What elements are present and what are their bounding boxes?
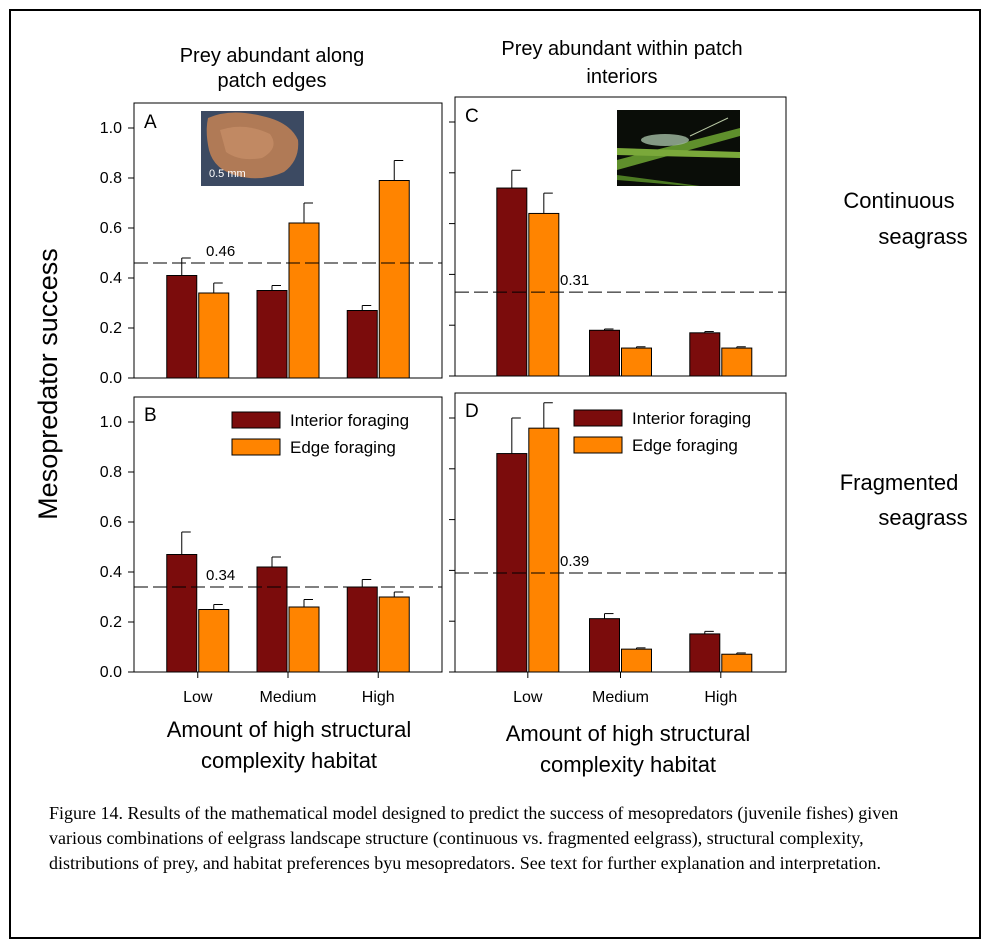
bar-edge [528,427,560,673]
bar-edge [378,180,410,379]
legend-label: Edge foraging [632,436,738,455]
legend-label: Interior foraging [290,411,409,430]
bar-edge [198,609,230,673]
panel-frame [133,102,443,379]
bar-interior [346,586,378,673]
bar-interior [496,453,528,673]
panel-c: C 0.31 [449,96,787,377]
panel-frame [454,96,787,377]
bar-interior [346,310,378,379]
panel-b: B 0.0 0.2 0.4 0.6 0.8 1.0 Low Medium High 0.34 Inte… [100,396,443,706]
x-tick-label: High [362,689,395,706]
y-tick-label: 0.2 [100,320,122,337]
photo-scale-label: 0.5 mm [209,168,246,180]
x-tick-label: Medium [592,689,649,706]
x-tick-label: Medium [260,689,317,706]
reference-line-label: 0.46 [206,243,235,260]
bar-interior [256,566,288,673]
bar-edge [721,347,753,377]
x-axis-label-right-line2: complexity habitat [540,752,716,777]
bar-edge [288,606,320,673]
y-axis-label: Mesopredator success [33,248,63,520]
legend-label: Interior foraging [632,409,751,428]
bar-interior [589,618,620,673]
bar-interior [589,329,620,377]
bar-edge [288,222,320,379]
y-tick-label: 0.2 [100,614,122,631]
y-tick-label: 0.0 [100,664,122,681]
y-tick-label: 0.8 [100,170,122,187]
y-tick-label: 0.8 [100,464,122,481]
legend-label: Edge foraging [290,438,396,457]
bar-interior [496,187,528,377]
column-title-right-line2: interiors [586,66,657,88]
panel-a: A 0.0 0.2 0.4 0.6 0.8 1.0 0.46 [100,102,443,387]
bar-interior [256,290,288,379]
column-title-left-line2: patch edges [218,70,327,92]
panel-letter: A [144,112,157,133]
row-label-bottom-line2: seagrass [878,505,967,530]
x-tick-label: Low [513,689,543,706]
y-tick-label: 0.6 [100,514,122,531]
bar-edge [621,347,652,377]
panel-d: D Low Medium High 0.39 Interior foraging Edge … [449,392,787,706]
bar-edge [528,212,560,377]
legend-swatch [573,436,623,454]
x-axis-label-right-line1: Amount of high structural [506,721,751,746]
bar-interior [689,332,721,377]
legend-swatch [231,438,281,456]
y-tick-label: 0.4 [100,270,122,287]
row-label-top-line1: Continuous [843,188,954,213]
x-tick-label: Low [183,689,213,706]
bar-edge [378,596,410,673]
bar-edge [198,292,230,379]
bar-interior [689,633,721,673]
x-axis-label-left-line2: complexity habitat [201,748,377,773]
figure-caption: Figure 14. Results of the mathematical m… [49,803,899,873]
column-title-right-line1: Prey abundant within patch [501,38,742,60]
y-tick-label: 1.0 [100,120,122,137]
y-tick-label: 0.4 [100,564,122,581]
y-tick-label: 0.0 [100,370,122,387]
row-label-top-line2: seagrass [878,224,967,249]
y-tick-label: 1.0 [100,414,122,431]
row-label-bottom-line1: Fragmented [840,470,959,495]
reference-line-label: 0.39 [560,553,589,570]
amphipod-photo: 0.5 mm [201,111,304,186]
column-title-left-line1: Prey abundant along [180,45,365,67]
panel-letter: D [465,401,479,422]
legend-swatch [231,411,281,429]
bar-edge [721,653,753,673]
panel-letter: B [144,405,157,426]
reference-line-label: 0.31 [560,272,589,289]
panel-letter: C [465,106,479,127]
shrimp-photo [617,110,740,186]
figure-frame [9,9,981,939]
x-tick-label: High [704,689,737,706]
reference-line-label: 0.34 [206,567,235,584]
bar-edge [621,648,652,673]
x-axis-label-left-line1: Amount of high structural [167,717,412,742]
legend-swatch [573,409,623,427]
bar-interior [166,275,198,379]
bar-interior [166,554,198,673]
y-tick-label: 0.6 [100,220,122,237]
